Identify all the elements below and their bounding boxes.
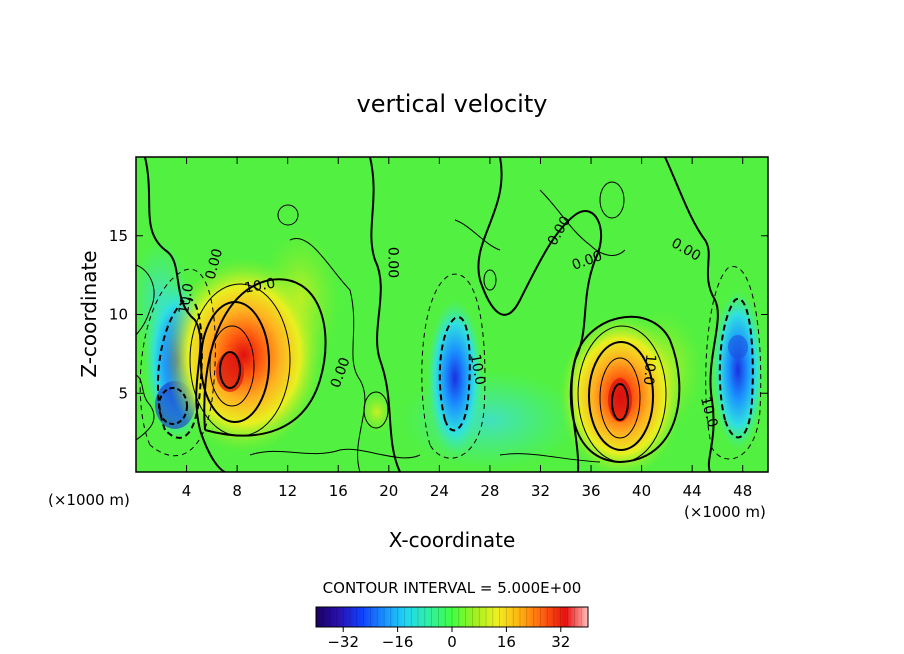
contour-line: [136, 374, 155, 441]
contour-line: [219, 351, 241, 389]
contour-line: [588, 341, 654, 451]
contour-line: [209, 325, 255, 407]
contour-line: [438, 316, 471, 432]
colorbar-tick-label: 16: [497, 633, 516, 651]
contour-label: 10.0: [243, 276, 276, 297]
x-units-left: (×1000 m): [48, 491, 130, 509]
contour-line: [705, 266, 762, 460]
x-tick-label: 8: [232, 482, 242, 500]
contour-line: [139, 268, 216, 457]
contour-interval-text: CONTOUR INTERVAL = 5.000E+00: [323, 579, 582, 597]
colorbar-tick-label: 0: [447, 633, 457, 651]
x-tick-label: 12: [278, 482, 297, 500]
x-tick-label: 48: [733, 482, 752, 500]
contour-line: [483, 269, 497, 291]
colorbar-tick-label: −32: [327, 633, 359, 651]
contour-line: [569, 315, 681, 464]
contour-line: [611, 383, 629, 421]
x-tick-label: 40: [632, 482, 651, 500]
plot-area: 10.00.0010.00.000.0010.00.000.0010.00.00…: [136, 157, 768, 472]
x-tick-label: 4: [182, 482, 192, 500]
contour-label: 10.0: [176, 282, 197, 315]
x-tick-label: 28: [480, 482, 499, 500]
colorbar-tick-label: −16: [382, 633, 414, 651]
x-tick-label: 24: [430, 482, 449, 500]
x-tick-label: 16: [329, 482, 348, 500]
y-axis-label: Z-coordinate: [77, 250, 101, 377]
contour-line: [156, 297, 203, 439]
contour-line: [144, 157, 226, 472]
contour-label: 10.0: [467, 353, 488, 386]
contour-line: [369, 157, 401, 472]
contour-line: [277, 204, 299, 226]
contour-line: [249, 448, 421, 459]
x-axis: 4 8 12 16 20 24 28 32 36 40 44 48: [182, 157, 752, 500]
contour-lines: [136, 157, 762, 472]
weak-downdraft-field: [400, 370, 580, 470]
contour-line: [477, 157, 603, 472]
contour-line: [421, 273, 486, 459]
y-axis: 5 10 15: [109, 227, 768, 402]
contour-label: 0.00: [385, 247, 401, 278]
contour-line: [599, 181, 625, 219]
x-tick-label: 32: [531, 482, 550, 500]
chart-title: vertical velocity: [357, 90, 548, 118]
colorbar-ticks: −32 −16 0 16 32: [315, 607, 589, 651]
colorbar-tick-label: 32: [551, 633, 570, 651]
y-tick-label: 10: [109, 306, 128, 324]
contour-line: [539, 189, 626, 256]
y-tick-label: 15: [109, 227, 128, 245]
contour-label: 10.0: [640, 353, 659, 385]
contour-line: [363, 391, 389, 429]
contour-line: [664, 157, 719, 472]
contour-line: [718, 297, 754, 439]
contour-line: [136, 264, 155, 336]
y-tick-label: 5: [118, 384, 128, 402]
x-tick-label: 44: [683, 482, 702, 500]
contour-line: [599, 357, 641, 439]
contour-line: [499, 453, 601, 463]
contour-line: [289, 237, 366, 472]
x-units-right: (×1000 m): [684, 503, 766, 521]
contour-line: [158, 387, 188, 425]
contour-line: [454, 219, 501, 251]
contour-label: 0.00: [203, 247, 227, 281]
x-tick-label: 20: [379, 482, 398, 500]
x-axis-label: X-coordinate: [389, 528, 516, 552]
contour-label: 10.0: [697, 395, 721, 429]
downdraft-core: [728, 335, 748, 359]
x-tick-label: 36: [581, 482, 600, 500]
